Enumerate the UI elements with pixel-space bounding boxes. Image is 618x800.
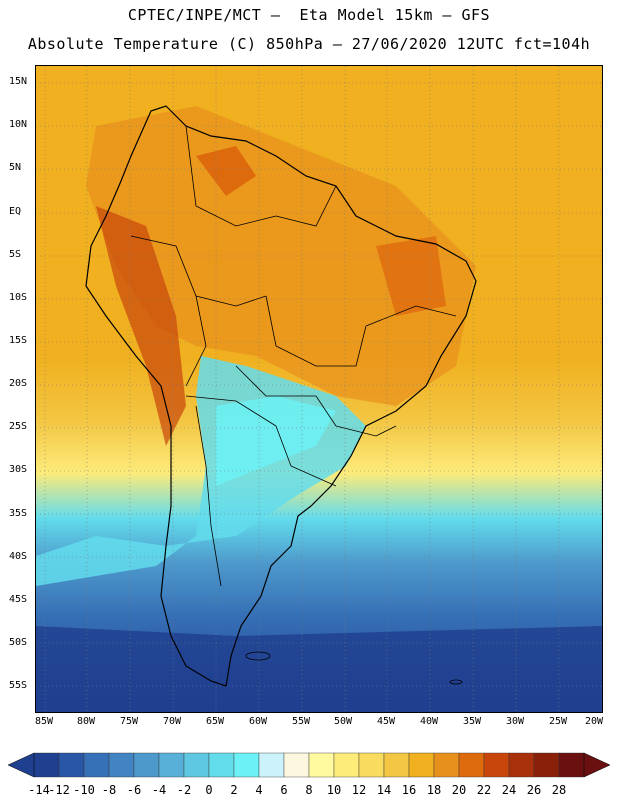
colorbar-label: 12 [351,783,367,797]
colorbar-cell [133,752,160,778]
lon-label: 75W [119,716,139,727]
colorbar-cell [333,752,360,778]
lon-label: 40W [419,716,439,727]
lon-label: 50W [333,716,353,727]
colorbar-cell [308,752,335,778]
colorbar-label: 2 [230,783,238,797]
colorbar-cell [258,752,285,778]
chart-title-line2: Absolute Temperature (C) 850hPa – 27/06/… [27,35,591,53]
lat-label: 5N [9,162,22,173]
colorbar-left-arrow [7,752,35,778]
colorbar-cell [408,752,435,778]
colorbar-label: -12 [48,783,70,797]
falkland-islands [245,651,271,661]
lon-label: 70W [162,716,182,727]
colorbar-cell [233,752,260,778]
colorbar-label: 26 [526,783,542,797]
colorbar-label: -14 [28,783,50,797]
colorbar-cell [83,752,110,778]
lat-label: 10S [9,292,28,303]
colorbar-cell [58,752,85,778]
colorbar-label: 8 [305,783,313,797]
cold-south [36,626,602,712]
hot-spot-andes [96,206,186,446]
lat-label: 20S [9,378,28,389]
hot-spot-north [196,146,256,196]
colorbar-cell [533,752,560,778]
colorbar-label: 16 [401,783,417,797]
colorbar-cell [183,752,210,778]
colorbar-label: 0 [205,783,213,797]
lat-label: 15N [9,76,28,87]
colorbar-label: 10 [326,783,342,797]
colorbar-label: 24 [501,783,517,797]
lon-label: 45W [376,716,396,727]
lon-label: 25W [548,716,568,727]
lon-label: 60W [248,716,268,727]
colorbar-label: -6 [126,783,142,797]
lat-label: 55S [9,680,28,691]
lat-label: EQ [9,206,22,217]
colorbar-label: -10 [73,783,95,797]
colorbar-label: 20 [451,783,467,797]
lon-label: 65W [205,716,225,727]
cold-core [216,396,336,486]
temperature-map [35,65,603,713]
colorbar-label: 18 [426,783,442,797]
colorbar-cell [33,752,60,778]
colorbar-cell [458,752,485,778]
colorbar-cell [433,752,460,778]
colorbar-label: 14 [376,783,392,797]
lat-label: 10N [9,119,28,130]
colorbar-cell [283,752,310,778]
lat-label: 30S [9,464,28,475]
south-georgia [449,679,463,685]
colorbar-label: 6 [280,783,288,797]
colorbar-cell [208,752,235,778]
south-america-outline [85,105,477,687]
colorbar-label: -4 [151,783,167,797]
colorbar-cell [383,752,410,778]
lon-label: 85W [34,716,54,727]
lat-label: 5S [9,249,22,260]
colorbar-cell [508,752,535,778]
lon-label: 55W [291,716,311,727]
lat-label: 40S [9,551,28,562]
chart-title-line1: CPTEC/INPE/MCT – Eta Model 15km – GFS [127,6,491,24]
lon-label: 20W [584,716,604,727]
colorbar-label: -2 [176,783,192,797]
colorbar-label: 4 [255,783,263,797]
lat-label: 25S [9,421,28,432]
colorbar-cell [483,752,510,778]
colorbar-label: 22 [476,783,492,797]
lat-label: 50S [9,637,28,648]
map-canvas [36,66,602,712]
lat-label: 15S [9,335,28,346]
colorbar-cell [158,752,185,778]
colorbar-label: -8 [101,783,117,797]
country-borders [130,125,457,587]
colorbar-cell [358,752,385,778]
lat-label: 45S [9,594,28,605]
colorbar [7,752,611,778]
colorbar-label: 28 [551,783,567,797]
lon-label: 80W [76,716,96,727]
colorbar-right-arrow [583,752,611,778]
lon-label: 35W [462,716,482,727]
lon-label: 30W [505,716,525,727]
colorbar-cell [558,752,585,778]
colorbar-cell [108,752,135,778]
lat-label: 35S [9,508,28,519]
